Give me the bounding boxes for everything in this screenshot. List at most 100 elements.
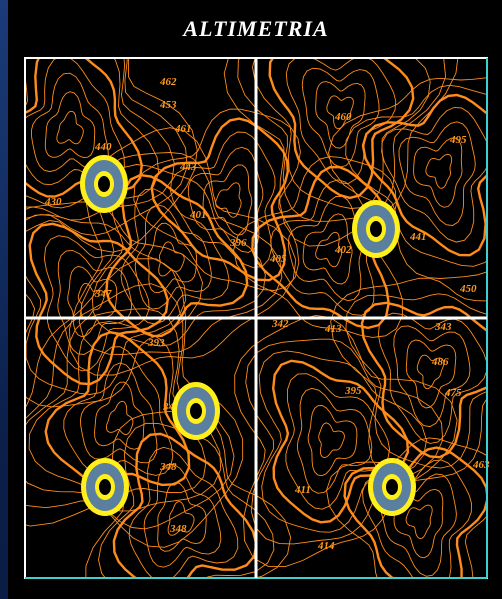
elevation-label: 463: [472, 459, 490, 471]
contour-line: [69, 127, 297, 376]
contour-line: [170, 131, 276, 269]
contour-line: [112, 432, 258, 578]
contour-line: [25, 58, 198, 253]
elevation-label: 443: [179, 161, 197, 173]
marker-center: [98, 176, 110, 192]
elevation-label: 342: [271, 318, 289, 330]
contour-line: [133, 108, 301, 291]
elevation-label: 495: [449, 134, 467, 146]
contour-line: [85, 410, 292, 578]
elevation-label: 395: [344, 385, 362, 397]
elevation-label: 441: [409, 231, 427, 243]
elevation-label: 343: [434, 321, 452, 333]
elevation-label: 405: [269, 253, 287, 265]
elevation-label: 347: [94, 288, 112, 300]
contour-line: [202, 164, 253, 236]
contour-line: [234, 314, 458, 567]
contour-line: [233, 156, 403, 338]
contour-line: [150, 117, 290, 282]
contour-line: [379, 473, 457, 577]
elevation-label: 411: [294, 484, 311, 496]
contour-line: [405, 504, 433, 540]
contour-line: [215, 182, 242, 218]
contour-line: [147, 222, 197, 294]
contour-line: [28, 321, 207, 498]
contour-line: [167, 501, 195, 536]
elevation-label: 414: [317, 540, 335, 552]
elevation-label: 348: [169, 523, 187, 535]
contour-line: [77, 283, 105, 319]
contour-line: [271, 359, 410, 524]
contour-line: [393, 488, 444, 559]
elevation-label: 413: [324, 323, 342, 335]
marker-center: [99, 479, 111, 495]
elevation-label: 486: [431, 356, 449, 368]
marker-center: [190, 403, 202, 419]
contour-line: [326, 95, 354, 130]
contour-line: [128, 446, 239, 578]
contour-line: [98, 422, 275, 578]
contour-line: [57, 249, 133, 355]
contour-line: [56, 110, 84, 145]
contour-line: [25, 201, 203, 408]
contour-line: [91, 164, 266, 347]
contour-line: [307, 405, 358, 477]
contour-line: [328, 77, 487, 279]
elevation-label: 461: [174, 123, 192, 135]
contour-line: [287, 195, 363, 302]
contour-line: [326, 437, 487, 578]
elevation-label: 462: [159, 76, 177, 88]
map-title: ALTIMETRIA: [181, 16, 328, 41]
contour-line: [330, 277, 487, 482]
elevation-label: 401: [189, 209, 207, 221]
contour-line: [360, 301, 487, 459]
contour-line: [79, 362, 158, 464]
contour-line: [44, 91, 96, 159]
contour-line: [44, 331, 191, 487]
contour-line: [105, 400, 134, 435]
contour-line: [425, 153, 453, 189]
contour-line: [345, 293, 487, 469]
contour-line: [315, 81, 366, 149]
contour-line: [157, 481, 207, 552]
contour-line: [381, 106, 487, 243]
elevation-labels: 462 453 461 443 440 430 401 396 460 495 405 402 441 4…: [44, 76, 490, 552]
contour-line: [318, 422, 345, 458]
contour-line: [63, 346, 174, 476]
contour-line: [268, 58, 415, 200]
elevation-label: 393: [147, 337, 165, 349]
elevation-label: 348: [159, 461, 177, 473]
elevation-label: 460: [334, 111, 352, 123]
contour-line: [416, 354, 445, 390]
contour-line: [187, 146, 264, 253]
marker-center: [370, 221, 382, 237]
contour-line: [25, 58, 188, 236]
elevation-label: 440: [94, 141, 112, 153]
contour-line: [245, 338, 444, 545]
contour-line: [143, 463, 222, 568]
contour-line: [285, 373, 391, 510]
contour-line: [252, 58, 431, 209]
contour-line: [285, 58, 397, 185]
elevation-label: 430: [44, 196, 62, 208]
contour-line: [398, 121, 476, 226]
contour-line: [78, 152, 283, 355]
elevation-label: 396: [229, 237, 247, 249]
contour-line: [301, 67, 380, 168]
contour-line: [302, 213, 353, 285]
contour-line: [362, 459, 473, 578]
contour-line: [25, 283, 235, 530]
contour-line: [43, 235, 150, 372]
site-markers: [80, 155, 416, 516]
contour-line: [105, 173, 249, 338]
contour-line: [393, 325, 471, 428]
marker-center: [386, 479, 398, 495]
contour-line: [120, 188, 230, 325]
contour-line: [361, 93, 487, 257]
contour-line: [345, 84, 487, 267]
elevation-label: 402: [334, 244, 352, 256]
contour-line: [270, 179, 375, 316]
